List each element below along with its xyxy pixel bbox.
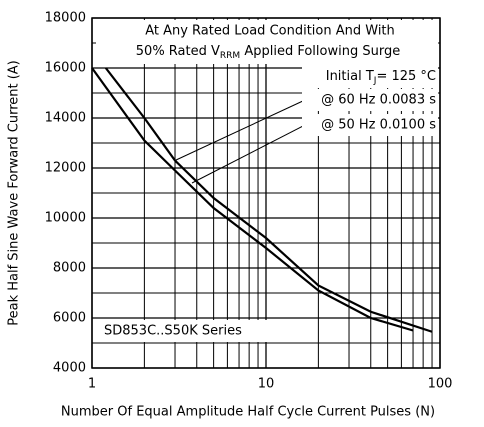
y-tick-label: 14000: [45, 111, 86, 126]
y-axis-label: Peak Half Sine Wave Forward Current (A): [7, 60, 22, 326]
y-tick-label: 16000: [45, 61, 86, 76]
annotation: 50% Rated VRRM Applied Following Surge: [136, 44, 400, 61]
annotation-subscript: RRM: [220, 51, 240, 61]
legend-box: [302, 114, 438, 136]
annotation: SD853C..S50K Series: [104, 324, 242, 339]
annotation-subscript: J: [373, 76, 377, 86]
y-tick-label: 6000: [53, 311, 86, 326]
y-tick-label: 12000: [45, 161, 86, 176]
annotation-part: 50% Rated V: [136, 44, 220, 59]
x-axis-label: Number Of Equal Amplitude Half Cycle Cur…: [61, 405, 435, 420]
annotation-box: [96, 20, 438, 64]
annotation: At Any Rated Load Condition And With: [145, 24, 395, 39]
x-tick-label: 10: [258, 377, 275, 392]
annotation-box: [302, 64, 438, 88]
annotation-part: Initial T: [326, 69, 374, 84]
annotation-part: Applied Following Surge: [240, 44, 400, 59]
x-tick-label: 100: [428, 377, 453, 392]
leader-line: [191, 124, 306, 184]
plot-frame: [91, 17, 441, 369]
series-line: [91, 67, 414, 332]
y-tick-label: 8000: [53, 261, 86, 276]
x-tick-label: 1: [88, 377, 96, 392]
annotation-box: [96, 320, 274, 342]
y-tick-label: 18000: [45, 11, 86, 26]
legend-box: [302, 89, 438, 111]
leader-line: [174, 99, 306, 161]
legend-label: @ 60 Hz 0.0083 s: [321, 93, 436, 108]
annotation: Initial TJ= 125 °C: [326, 69, 436, 86]
y-tick-label: 4000: [53, 361, 86, 376]
annotation-part: = 125 °C: [376, 69, 436, 84]
series-line: [104, 67, 433, 333]
y-tick-label: 10000: [45, 211, 86, 226]
legend-label: @ 50 Hz 0.0100 s: [321, 118, 436, 133]
